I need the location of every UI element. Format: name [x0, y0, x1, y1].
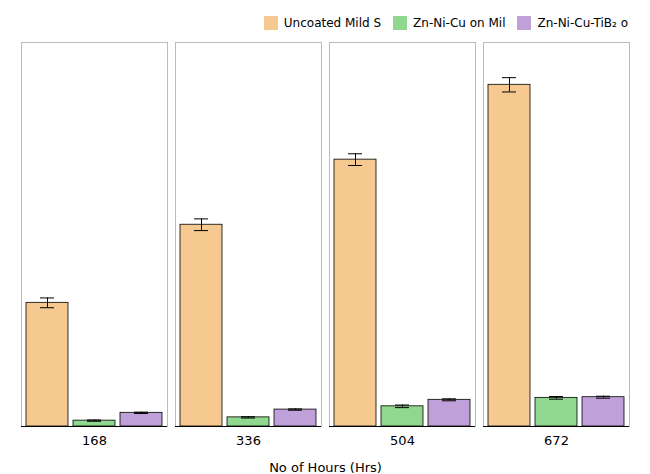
html-text:Uncoated Mild S: Uncoated Mild S: [283, 15, 382, 30]
svg-text:No of Hours (Hrs): No of Hours (Hrs): [269, 460, 382, 474]
html-text:Zn-Ni-Cu-TiB₂ o: Zn-Ni-Cu-TiB₂ o: [537, 15, 628, 30]
svg-text:504: 504: [390, 433, 415, 448]
svg-text:672: 672: [544, 433, 569, 448]
html-text:Zn-Ni-Cu on Mil: Zn-Ni-Cu on Mil: [413, 15, 506, 30]
svg-text:336: 336: [236, 433, 261, 448]
svg-text:168: 168: [82, 433, 107, 448]
